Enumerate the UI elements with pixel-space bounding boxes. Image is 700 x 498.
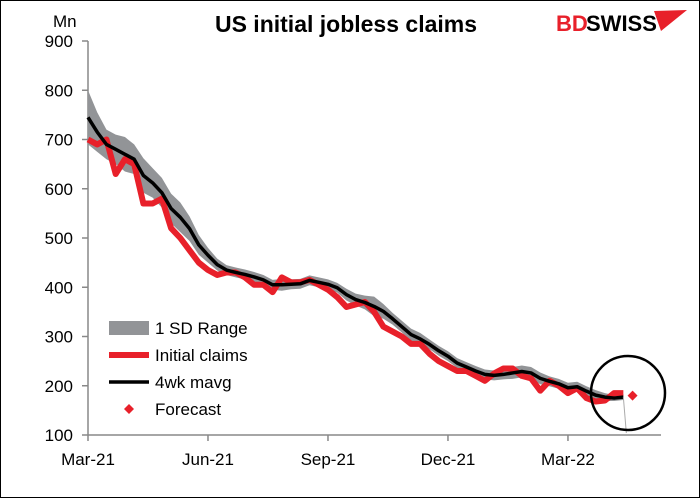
- legend-label: 1 SD Range: [155, 319, 248, 338]
- initial-claims-line: [86, 136, 624, 405]
- chart-title: US initial jobless claims: [215, 11, 477, 37]
- legend-label: Forecast: [155, 400, 221, 419]
- brand-logo: BD SWISS: [556, 10, 687, 36]
- legend-swatch-sd: [109, 321, 149, 335]
- x-tick-label: Sep-21: [301, 450, 356, 469]
- y-tick-label: 200: [45, 377, 73, 396]
- logo-arrow-icon: [654, 10, 687, 31]
- y-tick-label: 700: [45, 131, 73, 150]
- leader-line: [622, 397, 627, 434]
- x-tick-label: Jun-21: [182, 450, 234, 469]
- sd-range-band: [88, 90, 624, 402]
- y-axis-unit: Mn: [53, 12, 77, 31]
- x-tick-label: Mar-21: [61, 450, 115, 469]
- legend-label: Initial claims: [155, 346, 248, 365]
- y-tick-label: 900: [45, 32, 73, 51]
- forecast-point: [627, 390, 638, 401]
- x-tick-label: Mar-22: [541, 450, 595, 469]
- y-tick-label: 400: [45, 278, 73, 297]
- y-tick-label: 500: [45, 229, 73, 248]
- y-tick-label: 800: [45, 81, 73, 100]
- y-tick-label: 600: [45, 180, 73, 199]
- logo-swiss: SWISS: [586, 11, 657, 36]
- y-tick-label: 300: [45, 328, 73, 347]
- legend-swatch-forecast: [124, 404, 134, 414]
- logo-bd: BD: [556, 11, 588, 36]
- y-tick-label: 100: [45, 426, 73, 445]
- mavg-line: [86, 116, 624, 400]
- legend-label: 4wk mavg: [155, 373, 232, 392]
- x-tick-label: Dec-21: [421, 450, 476, 469]
- highlight-circle: [589, 354, 667, 432]
